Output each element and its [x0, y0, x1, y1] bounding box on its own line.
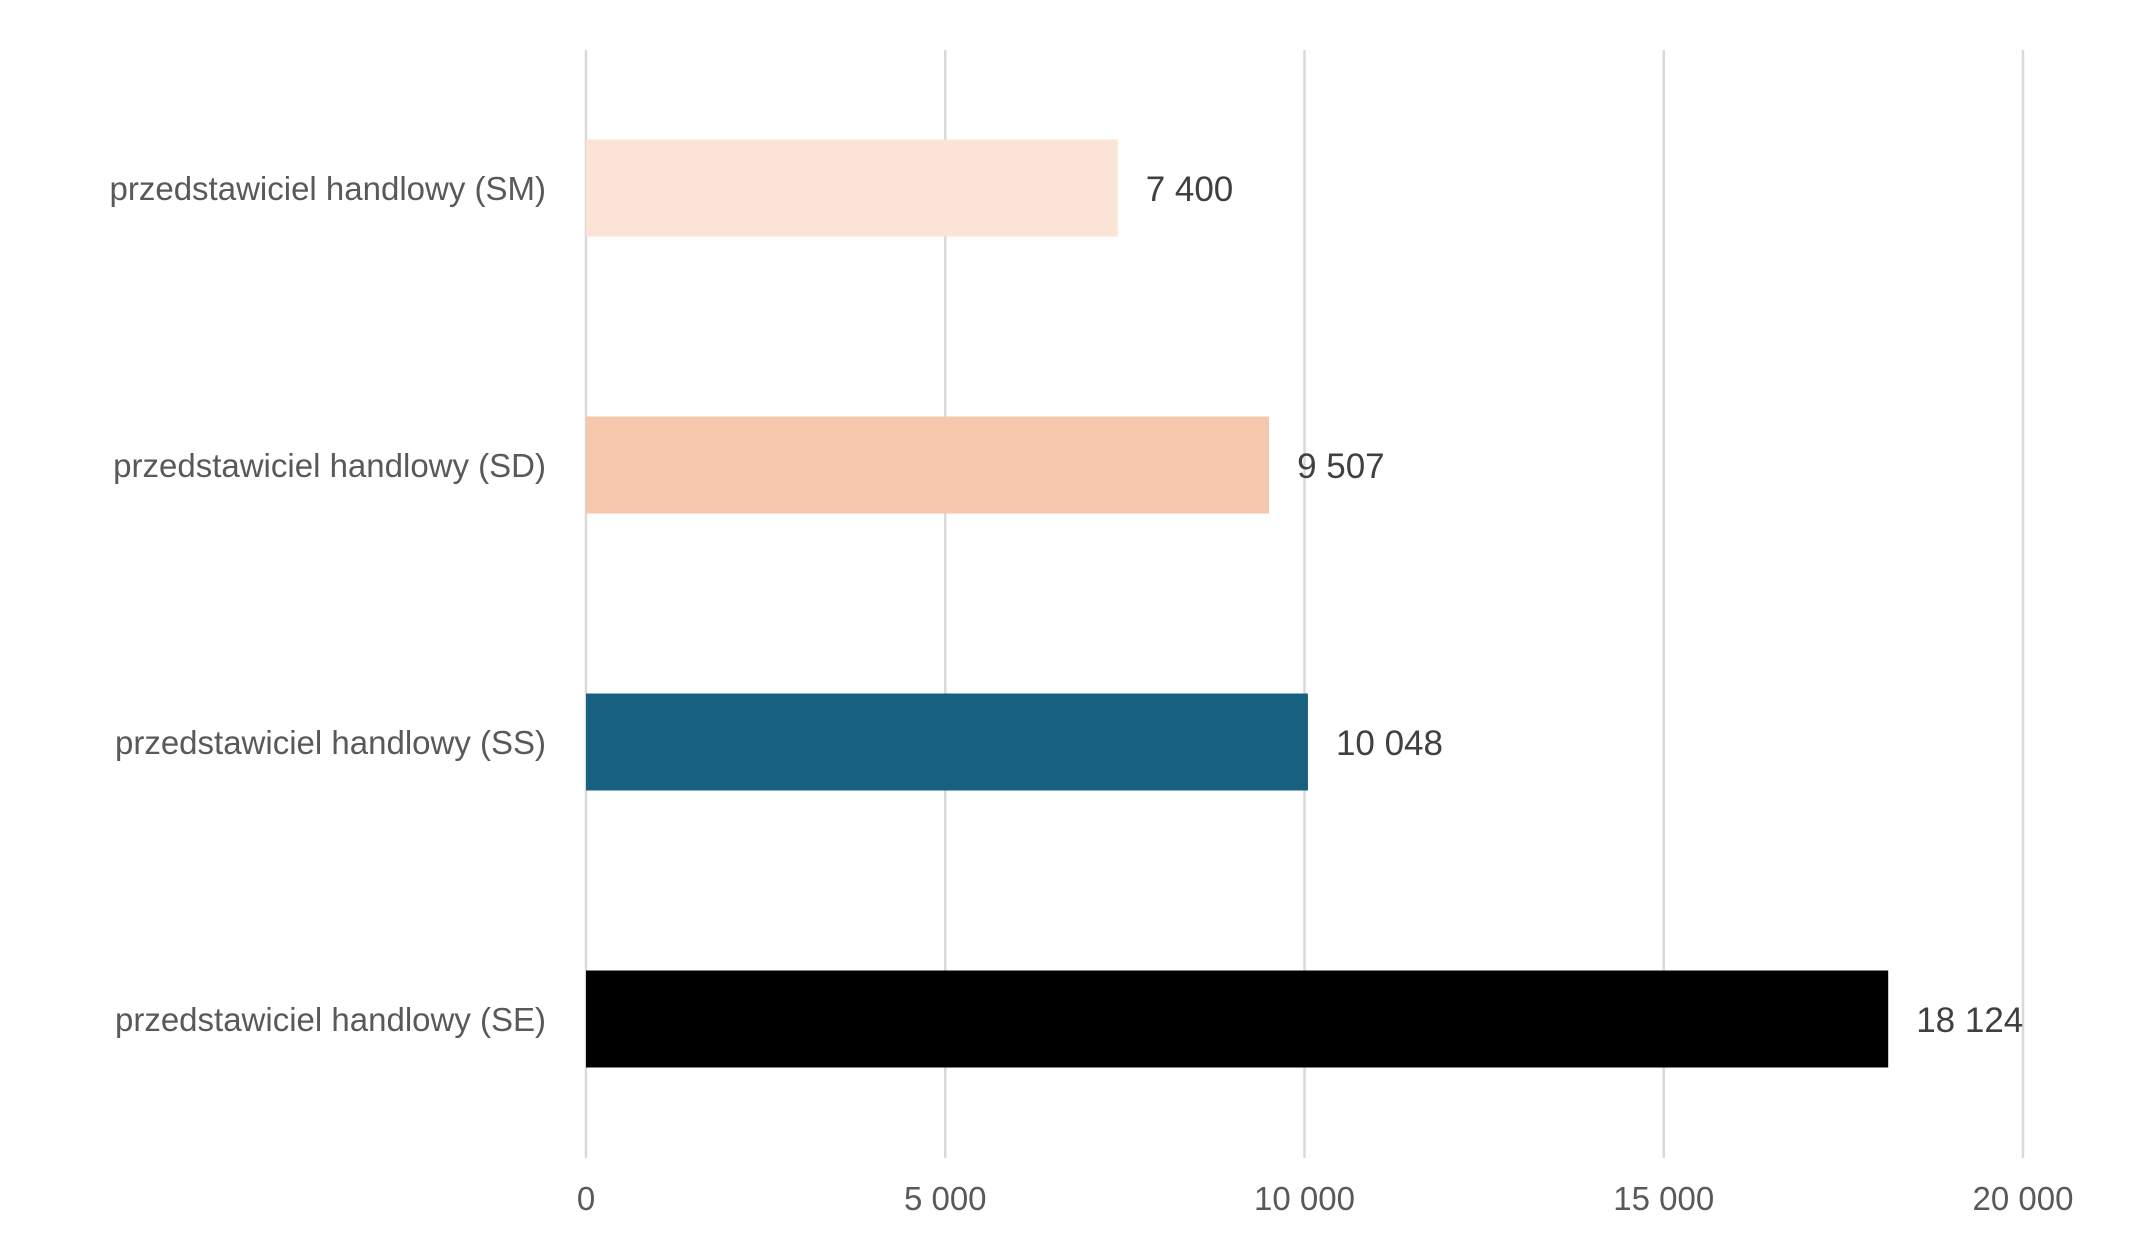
data-label: 9 507	[1297, 447, 1385, 486]
bar	[586, 693, 1308, 791]
data-label: 7 400	[1146, 170, 1234, 209]
x-tick-label: 20 000	[1973, 1180, 2074, 1217]
labels: 0 5 000 10 000 15 000 20 000 przedstawiciel h…	[110, 170, 2074, 1217]
category-label: przedstawiciel handlowy (SE)	[115, 1001, 546, 1038]
x-tick-label: 15 000	[1613, 1180, 1714, 1217]
bar	[586, 139, 1118, 237]
category-label: przedstawiciel handlowy (SM)	[110, 170, 547, 207]
x-tick-label: 0	[577, 1180, 595, 1217]
x-tick-label: 10 000	[1254, 1180, 1355, 1217]
bar	[586, 970, 1889, 1068]
category-label: przedstawiciel handlowy (SS)	[115, 724, 546, 761]
data-label: 10 048	[1336, 724, 1443, 763]
data-label: 18 124	[1916, 1001, 2023, 1040]
x-tick-label: 5 000	[904, 1180, 987, 1217]
bars	[586, 139, 1889, 1068]
category-label: przedstawiciel handlowy (SD)	[113, 447, 546, 484]
bar	[586, 416, 1270, 514]
